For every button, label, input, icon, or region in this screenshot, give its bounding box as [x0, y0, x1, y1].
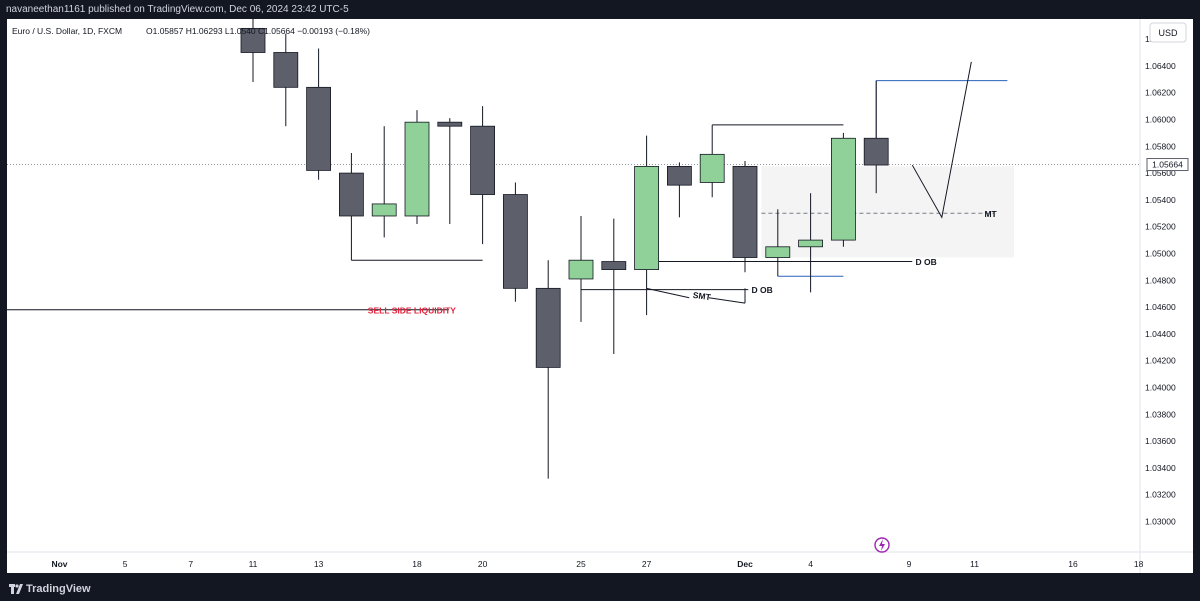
date-tick: Nov	[51, 559, 67, 569]
date-tick: Dec	[737, 559, 753, 569]
annotation-d-ob: D OB	[916, 257, 937, 267]
price-tick: 1.06400	[1145, 61, 1176, 71]
price-tick: 1.04200	[1145, 356, 1176, 366]
current-price-label: 1.05664	[1152, 160, 1183, 170]
bearish-candle	[732, 165, 758, 258]
date-tick: 9	[907, 559, 912, 569]
bearish-candle	[273, 52, 299, 88]
price-tick: 1.03200	[1145, 490, 1176, 500]
price-tick: 1.03000	[1145, 517, 1176, 527]
bullish-candle	[699, 153, 725, 183]
date-tick: 27	[642, 559, 652, 569]
current-price-tag	[1146, 158, 1189, 172]
price-tick: 1.06200	[1145, 88, 1176, 98]
price-tick: 1.05400	[1145, 195, 1176, 205]
bearish-candle	[863, 137, 889, 166]
bullish-candle	[765, 246, 791, 258]
ohlc-legend: O1.05857 H1.06293 L1.0540 C1.05664 −0.00…	[146, 26, 370, 36]
projection-path	[911, 61, 972, 219]
date-tick: 18	[1134, 559, 1144, 569]
date-tick: 11	[249, 559, 258, 569]
bearish-candle	[240, 27, 266, 53]
price-tick: 1.05000	[1145, 249, 1176, 259]
bullish-candle	[568, 259, 594, 280]
price-tick: 1.06000	[1145, 115, 1176, 125]
bullish-candle	[634, 165, 659, 270]
publish-header: navaneethan1161 published on TradingView…	[0, 0, 1200, 19]
candles-layer	[240, 19, 889, 479]
bearish-candle	[437, 121, 463, 127]
bearish-candle	[470, 125, 496, 195]
date-tick: 25	[576, 559, 586, 569]
price-tick: 1.03600	[1145, 436, 1176, 446]
bearish-candle	[338, 172, 364, 217]
flash-icon[interactable]	[874, 537, 890, 553]
currency-label: USD	[1158, 28, 1178, 38]
footer-bar: TradingView	[0, 578, 1200, 601]
date-tick: 18	[412, 559, 422, 569]
price-axis: 1.066001.064001.062001.060001.058001.056…	[1145, 34, 1189, 527]
tradingview-logo-icon	[9, 584, 23, 594]
date-tick: 4	[808, 559, 813, 569]
price-tick: 1.04400	[1145, 329, 1176, 339]
annotation-smt: SMT	[692, 290, 712, 303]
bearish-candle	[306, 86, 332, 171]
bullish-candle	[831, 137, 856, 241]
annotation-d-ob: D OB	[752, 285, 773, 295]
tradingview-brand: TradingView	[26, 583, 91, 595]
date-tick: 7	[188, 559, 193, 569]
bearish-candle	[535, 287, 561, 368]
date-tick: 20	[478, 559, 488, 569]
price-tick: 1.03400	[1145, 463, 1176, 473]
price-tick: 1.04800	[1145, 275, 1176, 285]
price-tick: 1.04000	[1145, 383, 1176, 393]
symbol-legend: Euro / U.S. Dollar, 1D, FXCM	[12, 26, 122, 36]
bearish-candle	[502, 194, 528, 289]
bearish-candle	[667, 165, 692, 186]
price-tick: 1.05200	[1145, 222, 1176, 232]
smt-line-1	[646, 287, 690, 299]
currency-button[interactable]	[1149, 22, 1187, 43]
bearish-candle	[601, 261, 627, 270]
bullish-candle	[371, 203, 397, 217]
annotation-mt: MT	[984, 209, 997, 219]
time-axis: Nov 5 7 11 13 18 20 25 27 Dec 4 9 11 16 18	[51, 559, 1143, 569]
price-tick: 1.03800	[1145, 409, 1176, 419]
publish-text: navaneethan1161 published on TradingView…	[6, 4, 349, 15]
annotation-sell-side-liquidity: SELL SIDE LIQUIDITY	[368, 305, 456, 315]
bullish-candle	[404, 121, 430, 217]
date-tick: 13	[314, 559, 324, 569]
bullish-candle	[798, 239, 823, 248]
price-tick: 1.05600	[1145, 168, 1176, 178]
date-tick: 11	[970, 559, 979, 569]
annotation-text-layer: SELL SIDE LIQUIDITY D OB D OB MT SMT	[368, 209, 998, 315]
price-tick: 1.04600	[1145, 302, 1176, 312]
smt-line-2	[708, 297, 746, 304]
date-tick: 16	[1068, 559, 1078, 569]
price-tick: 1.05800	[1145, 141, 1176, 151]
date-tick: 5	[123, 559, 128, 569]
